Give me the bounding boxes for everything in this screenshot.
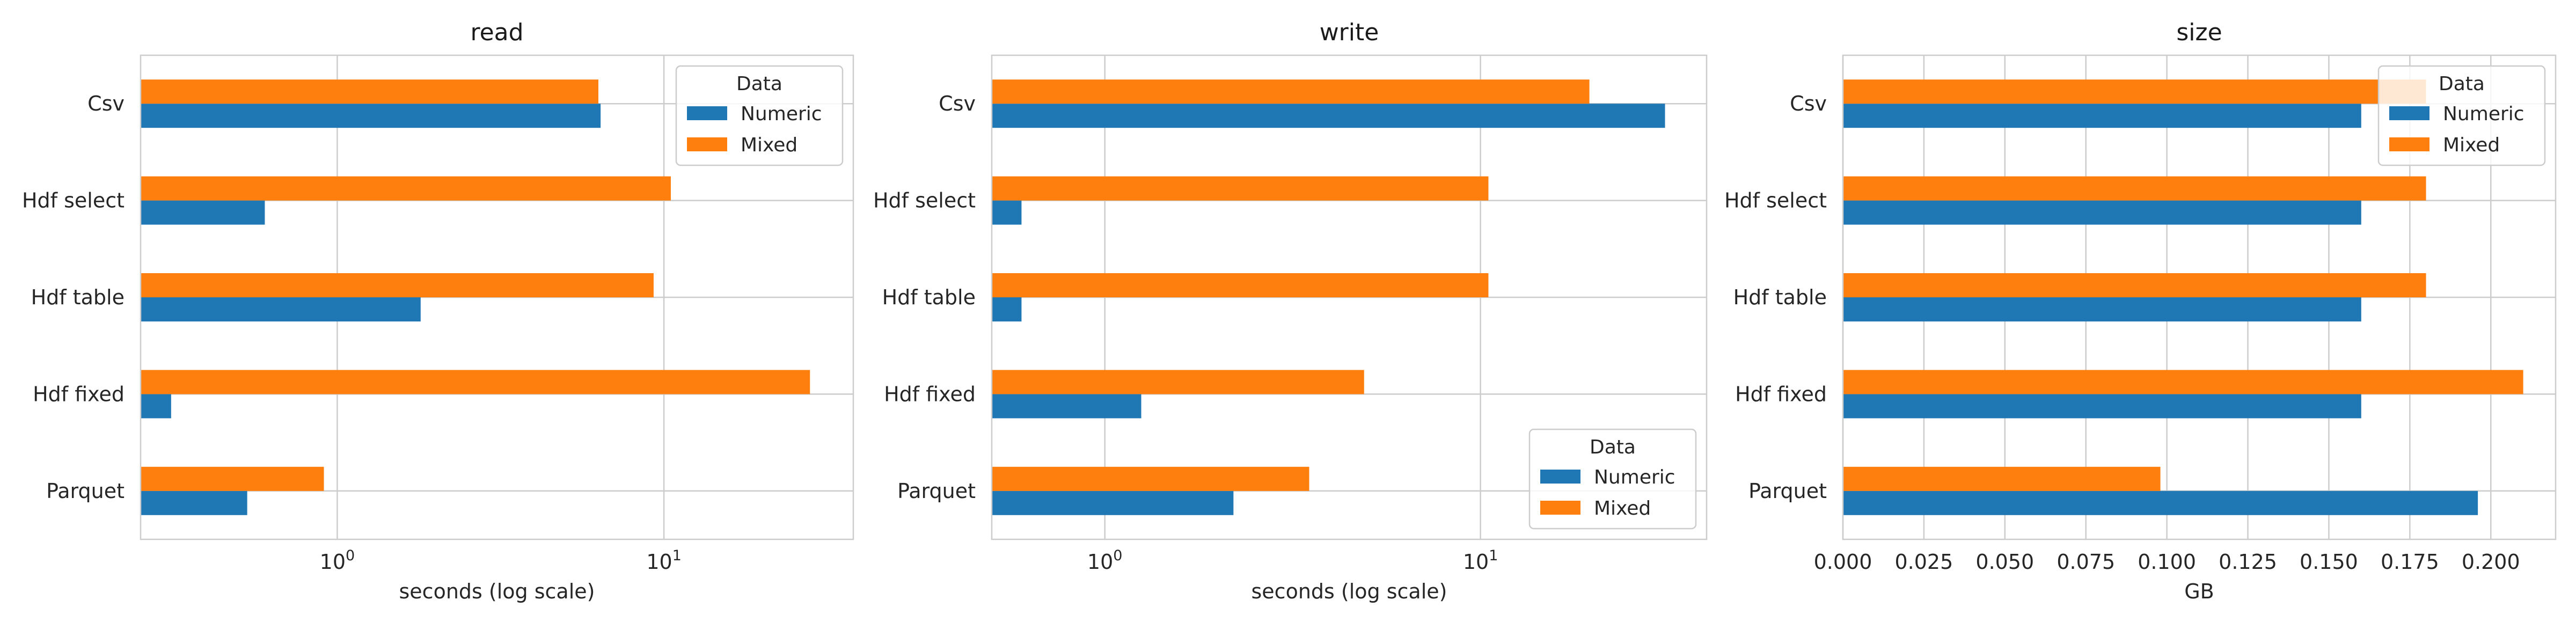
- x-tick-label: 101: [1463, 547, 1498, 574]
- bar-numeric-hdf-fixed: [141, 394, 171, 419]
- bar-numeric-hdf-table: [141, 297, 421, 321]
- x-axis-label: seconds (log scale): [399, 580, 595, 603]
- x-tick-label: 0.100: [2138, 550, 2196, 574]
- y-tick-label: Hdf table: [882, 286, 976, 309]
- legend: Data Numeric Mixed: [2377, 65, 2546, 166]
- y-tick-label: Parquet: [1748, 479, 1827, 503]
- y-tick-label: Hdf select: [1724, 189, 1827, 213]
- x-tick-label: 0.050: [1975, 550, 2034, 574]
- legend-label-numeric: Numeric: [1594, 466, 1675, 488]
- legend-title: Data: [2439, 73, 2485, 95]
- legend: Data Numeric Mixed: [675, 65, 844, 166]
- legend-label-mixed: Mixed: [741, 134, 797, 156]
- legend-swatch-mixed: [1540, 501, 1580, 515]
- bar-mixed-csv: [992, 79, 1590, 104]
- legend-label-numeric: Numeric: [741, 103, 822, 125]
- x-tick-label: 0.000: [1814, 550, 1872, 574]
- bar-mixed-csv: [1843, 79, 2426, 104]
- legend-label-mixed: Mixed: [1594, 497, 1651, 519]
- bar-mixed-csv: [141, 79, 598, 104]
- y-tick-label: Parquet: [897, 479, 976, 503]
- axes-frame: [1842, 54, 2557, 540]
- legend-title: Data: [1590, 436, 1636, 458]
- chart-title: read: [470, 19, 523, 46]
- legend-swatch-mixed: [687, 137, 727, 151]
- chart-size: size Csv Hdf select Hdf table Hdf fixed Parqu…: [1724, 19, 2557, 603]
- x-tick-label: 0.200: [2462, 550, 2520, 574]
- bar-numeric-hdf-fixed: [992, 394, 1141, 419]
- axes-frame: [991, 54, 1708, 540]
- bar-mixed-parquet: [1843, 466, 2161, 491]
- x-tick-label: 0.025: [1895, 550, 1953, 574]
- x-tick-label: 100: [320, 547, 355, 574]
- y-tick-label: Hdf table: [31, 286, 125, 309]
- chart-title: write: [1320, 19, 1379, 46]
- chart-read: read Csv Hdf select Hdf table Hdf fixed Parqu…: [22, 19, 854, 603]
- bar-mixed-hdf-select: [992, 176, 1489, 201]
- axes-frame: [140, 54, 854, 540]
- bar-numeric-hdf-select: [141, 200, 265, 225]
- bar-mixed-hdf-fixed: [1843, 370, 2523, 394]
- bar-mixed-parquet: [992, 466, 1309, 491]
- bar-numeric-hdf-fixed: [1843, 394, 2361, 419]
- y-tick-label: Csv: [1790, 92, 1827, 115]
- bar-mixed-hdf-table: [141, 273, 654, 297]
- legend-title: Data: [736, 73, 782, 95]
- bar-mixed-hdf-table: [992, 273, 1489, 297]
- x-tick-label: 0.175: [2381, 550, 2439, 574]
- legend-swatch-numeric: [687, 106, 727, 120]
- x-axis-label: GB: [2184, 580, 2214, 603]
- y-tick-label: Hdf select: [873, 189, 976, 213]
- bar-mixed-hdf-table: [1843, 273, 2426, 297]
- x-tick-label: 0.150: [2300, 550, 2358, 574]
- legend-swatch-numeric: [1540, 470, 1580, 484]
- y-tick-label: Csv: [939, 92, 976, 115]
- bar-numeric-parquet: [141, 491, 247, 515]
- bar-numeric-parquet: [992, 491, 1234, 515]
- bar-mixed-hdf-fixed: [141, 370, 810, 394]
- y-tick-label: Csv: [87, 92, 125, 115]
- y-tick-label: Hdf fixed: [33, 382, 125, 406]
- y-tick-label: Hdf table: [1733, 286, 1827, 309]
- bar-mixed-hdf-fixed: [992, 370, 1364, 394]
- y-tick-label: Hdf select: [22, 189, 125, 213]
- y-tick-label: Parquet: [46, 479, 125, 503]
- legend-label-numeric: Numeric: [2443, 103, 2524, 125]
- x-tick-label: 0.075: [2057, 550, 2115, 574]
- bar-mixed-hdf-select: [141, 176, 671, 201]
- x-axis-label: seconds (log scale): [1252, 580, 1447, 603]
- x-tick-label: 101: [646, 547, 682, 574]
- bar-numeric-csv: [141, 104, 601, 128]
- bar-mixed-parquet: [141, 466, 324, 491]
- bar-numeric-csv: [1843, 104, 2361, 128]
- x-tick-label: 0.125: [2219, 550, 2277, 574]
- chart-write: write Csv Hdf select Hdf table Hdf fixed Parq…: [873, 19, 1708, 603]
- bar-numeric-hdf-table: [992, 297, 1022, 321]
- legend: Data Numeric Mixed: [1528, 428, 1697, 530]
- bar-numeric-parquet: [1843, 491, 2478, 515]
- legend-swatch-mixed: [2389, 137, 2429, 151]
- y-tick-label: Hdf fixed: [1735, 382, 1827, 406]
- legend-swatch-numeric: [2389, 106, 2429, 120]
- x-tick-label: 100: [1087, 547, 1123, 574]
- bar-numeric-hdf-table: [1843, 297, 2361, 321]
- y-tick-label: Hdf fixed: [884, 382, 976, 406]
- chart-title: size: [2176, 19, 2222, 46]
- bar-numeric-hdf-select: [1843, 200, 2361, 225]
- bar-mixed-hdf-select: [1843, 176, 2426, 201]
- legend-label-mixed: Mixed: [2443, 134, 2500, 156]
- bar-numeric-csv: [992, 104, 1665, 128]
- bar-numeric-hdf-select: [992, 200, 1022, 225]
